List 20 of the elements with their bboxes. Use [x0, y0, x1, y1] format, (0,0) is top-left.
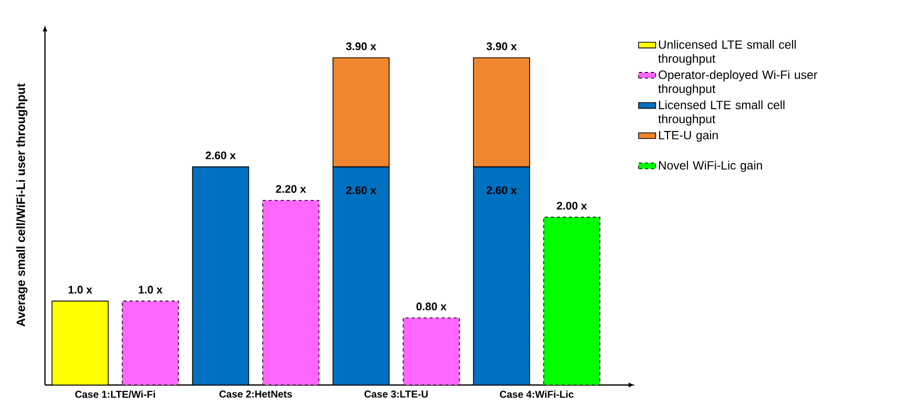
legend-label: Unlicensed LTE small cell throughput [658, 40, 796, 66]
y-axis-title: Average small cell/WiFi-Li user throughput [16, 83, 28, 326]
data-label: 2.60 x [346, 186, 376, 194]
legend-label: Novel WiFi-Lic gain [659, 160, 762, 172]
legend-label: Operator-deployed Wi-Fi user throughput [658, 70, 818, 96]
data-label: 2.00 x [556, 202, 587, 210]
total-label: 3.90 x [486, 42, 517, 50]
legend-label: Licensed LTE small cell throughput [658, 100, 784, 126]
x-tick-label: Case 3:LTE-U [364, 390, 428, 398]
x-tick-label: Case 2:HetNets [219, 390, 292, 398]
data-label: 1.0 x [68, 286, 92, 294]
data-label: 2.20 x [276, 185, 306, 193]
data-label: 2.60 x [486, 186, 517, 194]
legend-label: LTE-U gain [659, 130, 718, 142]
x-tick-label: Case 4:WiFi-Lic [500, 390, 574, 398]
x-tick-label: Case 1:LTE/Wi-Fi [75, 390, 155, 398]
data-label: 0.80 x [416, 302, 447, 310]
data-label: 2.60 x [206, 152, 236, 160]
total-label: 3.90 x [346, 42, 376, 50]
data-label: 1.0 x [138, 286, 162, 294]
